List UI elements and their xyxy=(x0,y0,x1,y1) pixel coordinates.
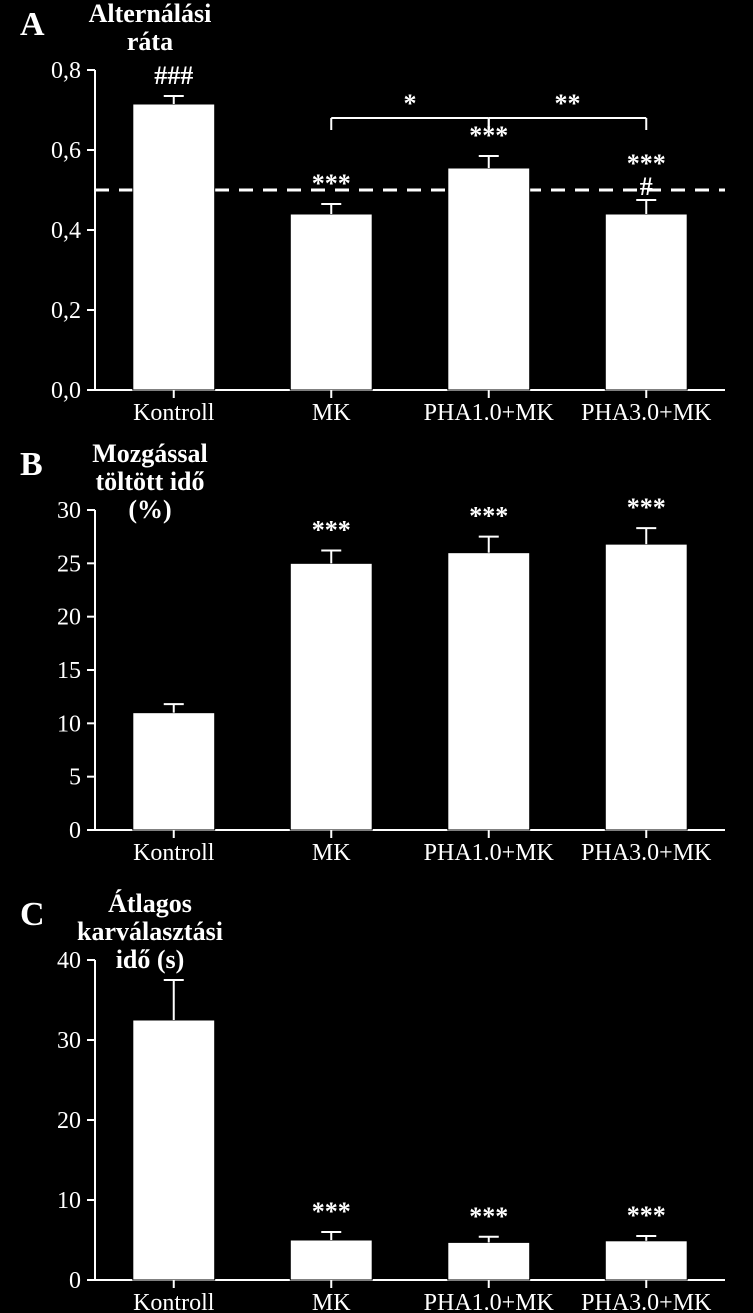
xlabel: PHA1.0+MK xyxy=(424,1290,555,1313)
ytick-label: 5 xyxy=(69,765,81,791)
xlabel: MK xyxy=(312,840,351,866)
axis-title: töltött idő xyxy=(95,467,204,496)
axis-title: Mozgással xyxy=(92,439,208,468)
xlabel: MK xyxy=(312,1290,351,1313)
bar xyxy=(448,168,530,390)
axis-title: Átlagos xyxy=(108,889,192,918)
ytick-label: 0,6 xyxy=(51,138,81,164)
xlabel: Kontroll xyxy=(133,1290,215,1313)
bar xyxy=(605,214,687,390)
sig-annotation: *** xyxy=(469,1202,508,1231)
sig-annotation: # xyxy=(640,172,653,201)
ytick-label: 0,8 xyxy=(51,58,81,84)
bar xyxy=(290,1240,372,1280)
xlabel: PHA3.0+MK xyxy=(581,1290,712,1313)
ytick-label: 0,4 xyxy=(51,218,81,244)
bar xyxy=(290,214,372,390)
xlabel: PHA1.0+MK xyxy=(424,840,555,866)
xlabel: PHA1.0+MK xyxy=(424,400,555,426)
xlabel: Kontroll xyxy=(133,400,215,426)
ytick-label: 20 xyxy=(57,605,81,631)
sig-annotation: ### xyxy=(154,61,193,90)
xlabel: MK xyxy=(312,400,351,426)
ytick-label: 10 xyxy=(57,711,81,737)
ytick-label: 15 xyxy=(57,658,81,684)
axis-title: (%) xyxy=(128,495,171,524)
axis-title: Alternálási xyxy=(89,0,212,28)
bar xyxy=(133,1020,215,1280)
bracket-label: ** xyxy=(555,89,581,118)
bar xyxy=(605,1241,687,1280)
axis-title: karválasztási xyxy=(77,917,223,946)
bar xyxy=(448,1242,530,1280)
bar xyxy=(605,544,687,830)
sig-annotation: *** xyxy=(312,516,351,545)
sig-annotation: *** xyxy=(469,502,508,531)
bar xyxy=(448,553,530,830)
chart-svg: A Alternálásiráta 0,0 0,2 0,4 0,6 0,8 Kontroll M… xyxy=(0,0,753,1313)
bracket-label: * xyxy=(404,89,417,118)
ytick-label: 30 xyxy=(57,498,81,524)
sig-annotation: *** xyxy=(627,493,666,522)
bar xyxy=(290,563,372,830)
sig-annotation: *** xyxy=(312,169,351,198)
panel-letter: B xyxy=(20,446,43,483)
ytick-label: 25 xyxy=(57,551,81,577)
panel-letter: A xyxy=(20,6,45,43)
axis-title: idő (s) xyxy=(116,945,185,974)
ytick-label: 0 xyxy=(69,1268,81,1294)
axis-title: ráta xyxy=(127,27,173,56)
ytick-label: 20 xyxy=(57,1108,81,1134)
xlabel: PHA3.0+MK xyxy=(581,400,712,426)
ytick-label: 40 xyxy=(57,948,81,974)
xlabel: Kontroll xyxy=(133,840,215,866)
ytick-label: 0 xyxy=(69,818,81,844)
ytick-label: 30 xyxy=(57,1028,81,1054)
sig-annotation: *** xyxy=(627,1201,666,1230)
sig-annotation: *** xyxy=(312,1197,351,1226)
bar xyxy=(133,104,215,390)
xlabel: PHA3.0+MK xyxy=(581,840,712,866)
ytick-label: 10 xyxy=(57,1188,81,1214)
ytick-label: 0,0 xyxy=(51,378,81,404)
ytick-label: 0,2 xyxy=(51,298,81,324)
panel-letter: C xyxy=(20,896,45,933)
bar xyxy=(133,713,215,830)
